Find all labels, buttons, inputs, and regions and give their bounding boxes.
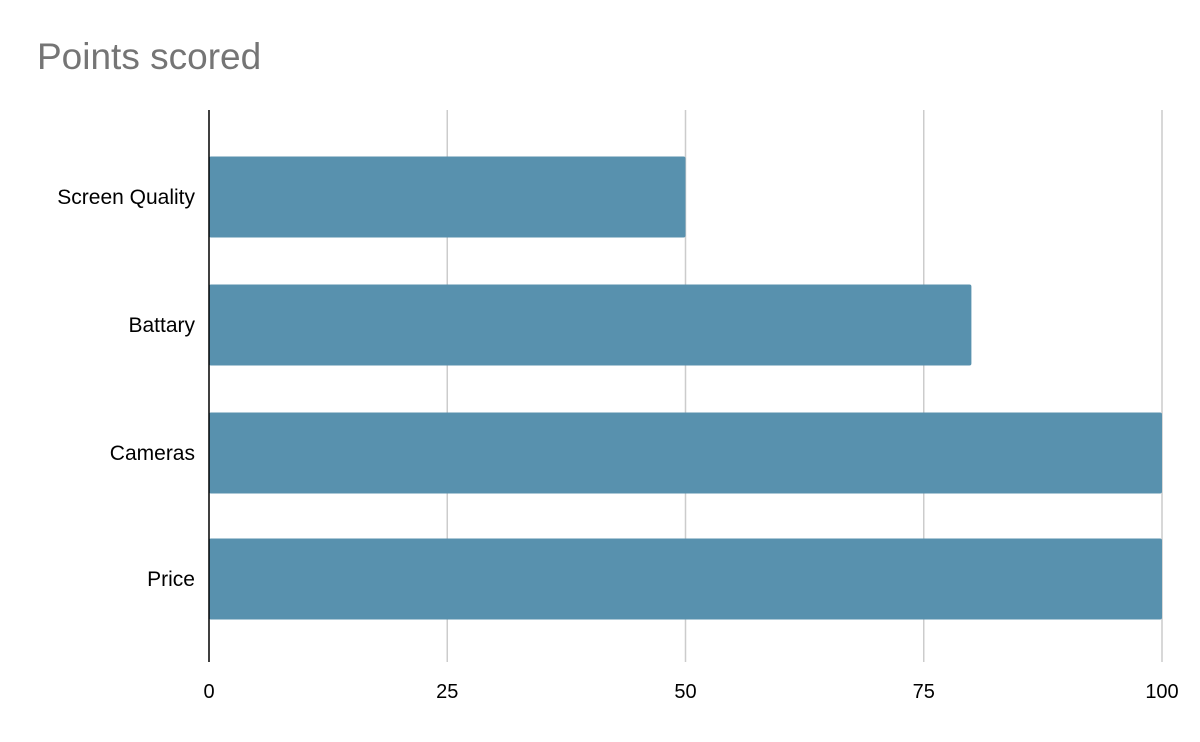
x-tick-label: 25 bbox=[436, 681, 458, 703]
category-label: Screen Quality bbox=[57, 186, 195, 209]
bar bbox=[209, 284, 972, 366]
category-label: Price bbox=[147, 568, 195, 591]
category-label: Cameras bbox=[110, 442, 195, 465]
x-tick-label: 100 bbox=[1145, 681, 1178, 703]
category-label: Battary bbox=[128, 314, 195, 337]
x-tick-label: 0 bbox=[203, 681, 214, 703]
x-tick-labels: 0 25 50 75 100 bbox=[203, 681, 1178, 703]
bar bbox=[209, 156, 686, 238]
x-tick-label: 50 bbox=[674, 681, 696, 703]
category-labels: Screen Quality Battary Cameras Price bbox=[57, 186, 195, 591]
bars bbox=[209, 156, 1162, 620]
chart-title: Points scored bbox=[37, 36, 262, 77]
bar bbox=[209, 412, 1162, 494]
bar bbox=[209, 538, 1162, 620]
x-tick-label: 75 bbox=[913, 681, 935, 703]
